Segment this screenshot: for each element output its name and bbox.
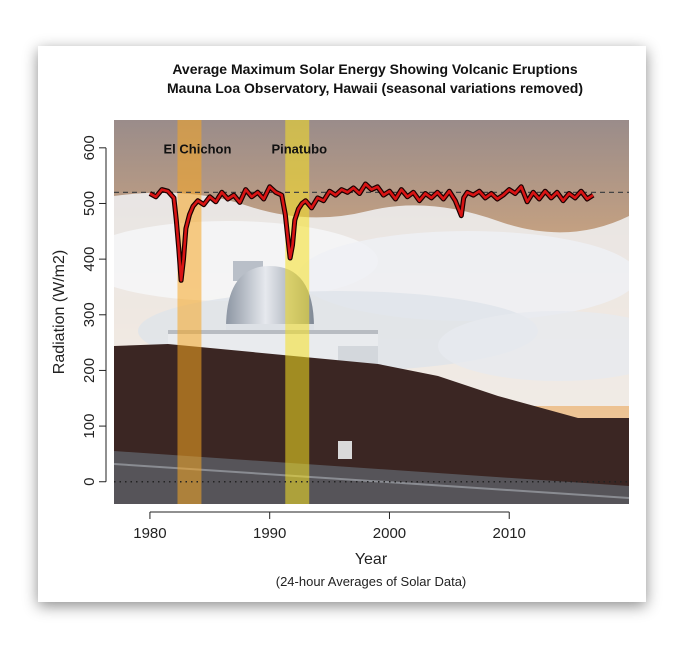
- chart-subtitle: Mauna Loa Observatory, Hawaii (seasonal …: [167, 80, 583, 96]
- y-tick-label: 400: [81, 247, 98, 272]
- chart-svg: Average Maximum Solar Energy Showing Vol…: [51, 61, 629, 589]
- annotation-el-chichon: El Chichon: [164, 141, 232, 156]
- eruption-bands: [177, 120, 310, 504]
- background-photo: [114, 120, 629, 504]
- y-tick-label: 100: [81, 414, 98, 439]
- x-tick-label: 1990: [253, 525, 286, 542]
- x-tick-label: 1980: [133, 525, 166, 542]
- y-tick-label: 600: [81, 135, 98, 160]
- y-tick-label: 300: [81, 302, 98, 327]
- y-axis-label: Radiation (W/m2): [51, 250, 68, 374]
- y-tick-label: 200: [81, 358, 98, 383]
- band-0: [177, 120, 202, 504]
- y-axis: 0 100 200 300 400 500 600: [81, 135, 107, 486]
- x-axis: 1980 1990 2000 2010: [133, 511, 526, 542]
- y-tick-label: 0: [81, 478, 98, 486]
- x-axis-note: (24-hour Averages of Solar Data): [276, 574, 467, 589]
- x-tick-label: 2010: [493, 525, 526, 542]
- chart-title: Average Maximum Solar Energy Showing Vol…: [172, 61, 578, 77]
- band-1: [285, 120, 310, 504]
- x-tick-label: 2000: [373, 525, 406, 542]
- annotation-pinatubo: Pinatubo: [271, 141, 327, 156]
- series-line: [149, 182, 594, 282]
- figure-card: Average Maximum Solar Energy Showing Vol…: [38, 46, 646, 602]
- y-tick-label: 500: [81, 191, 98, 216]
- x-axis-label: Year: [355, 551, 388, 568]
